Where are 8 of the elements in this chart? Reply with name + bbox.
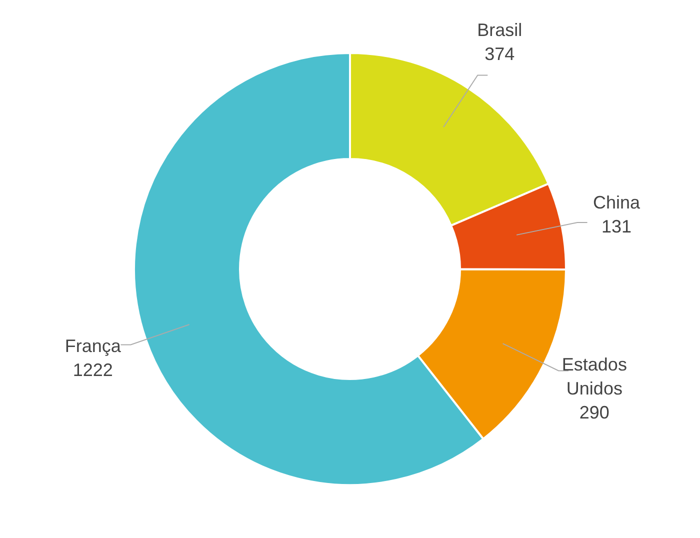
slice-label: China [592, 192, 641, 213]
data-label: 1222 [72, 360, 113, 380]
data-label: 374 [484, 44, 515, 64]
slice-label: Estados Unidos [562, 354, 627, 398]
data-label: 131 [601, 216, 632, 237]
slice-label: Brasil [477, 20, 522, 40]
data-label: 290 [579, 402, 610, 422]
slice-label: França [64, 336, 122, 356]
